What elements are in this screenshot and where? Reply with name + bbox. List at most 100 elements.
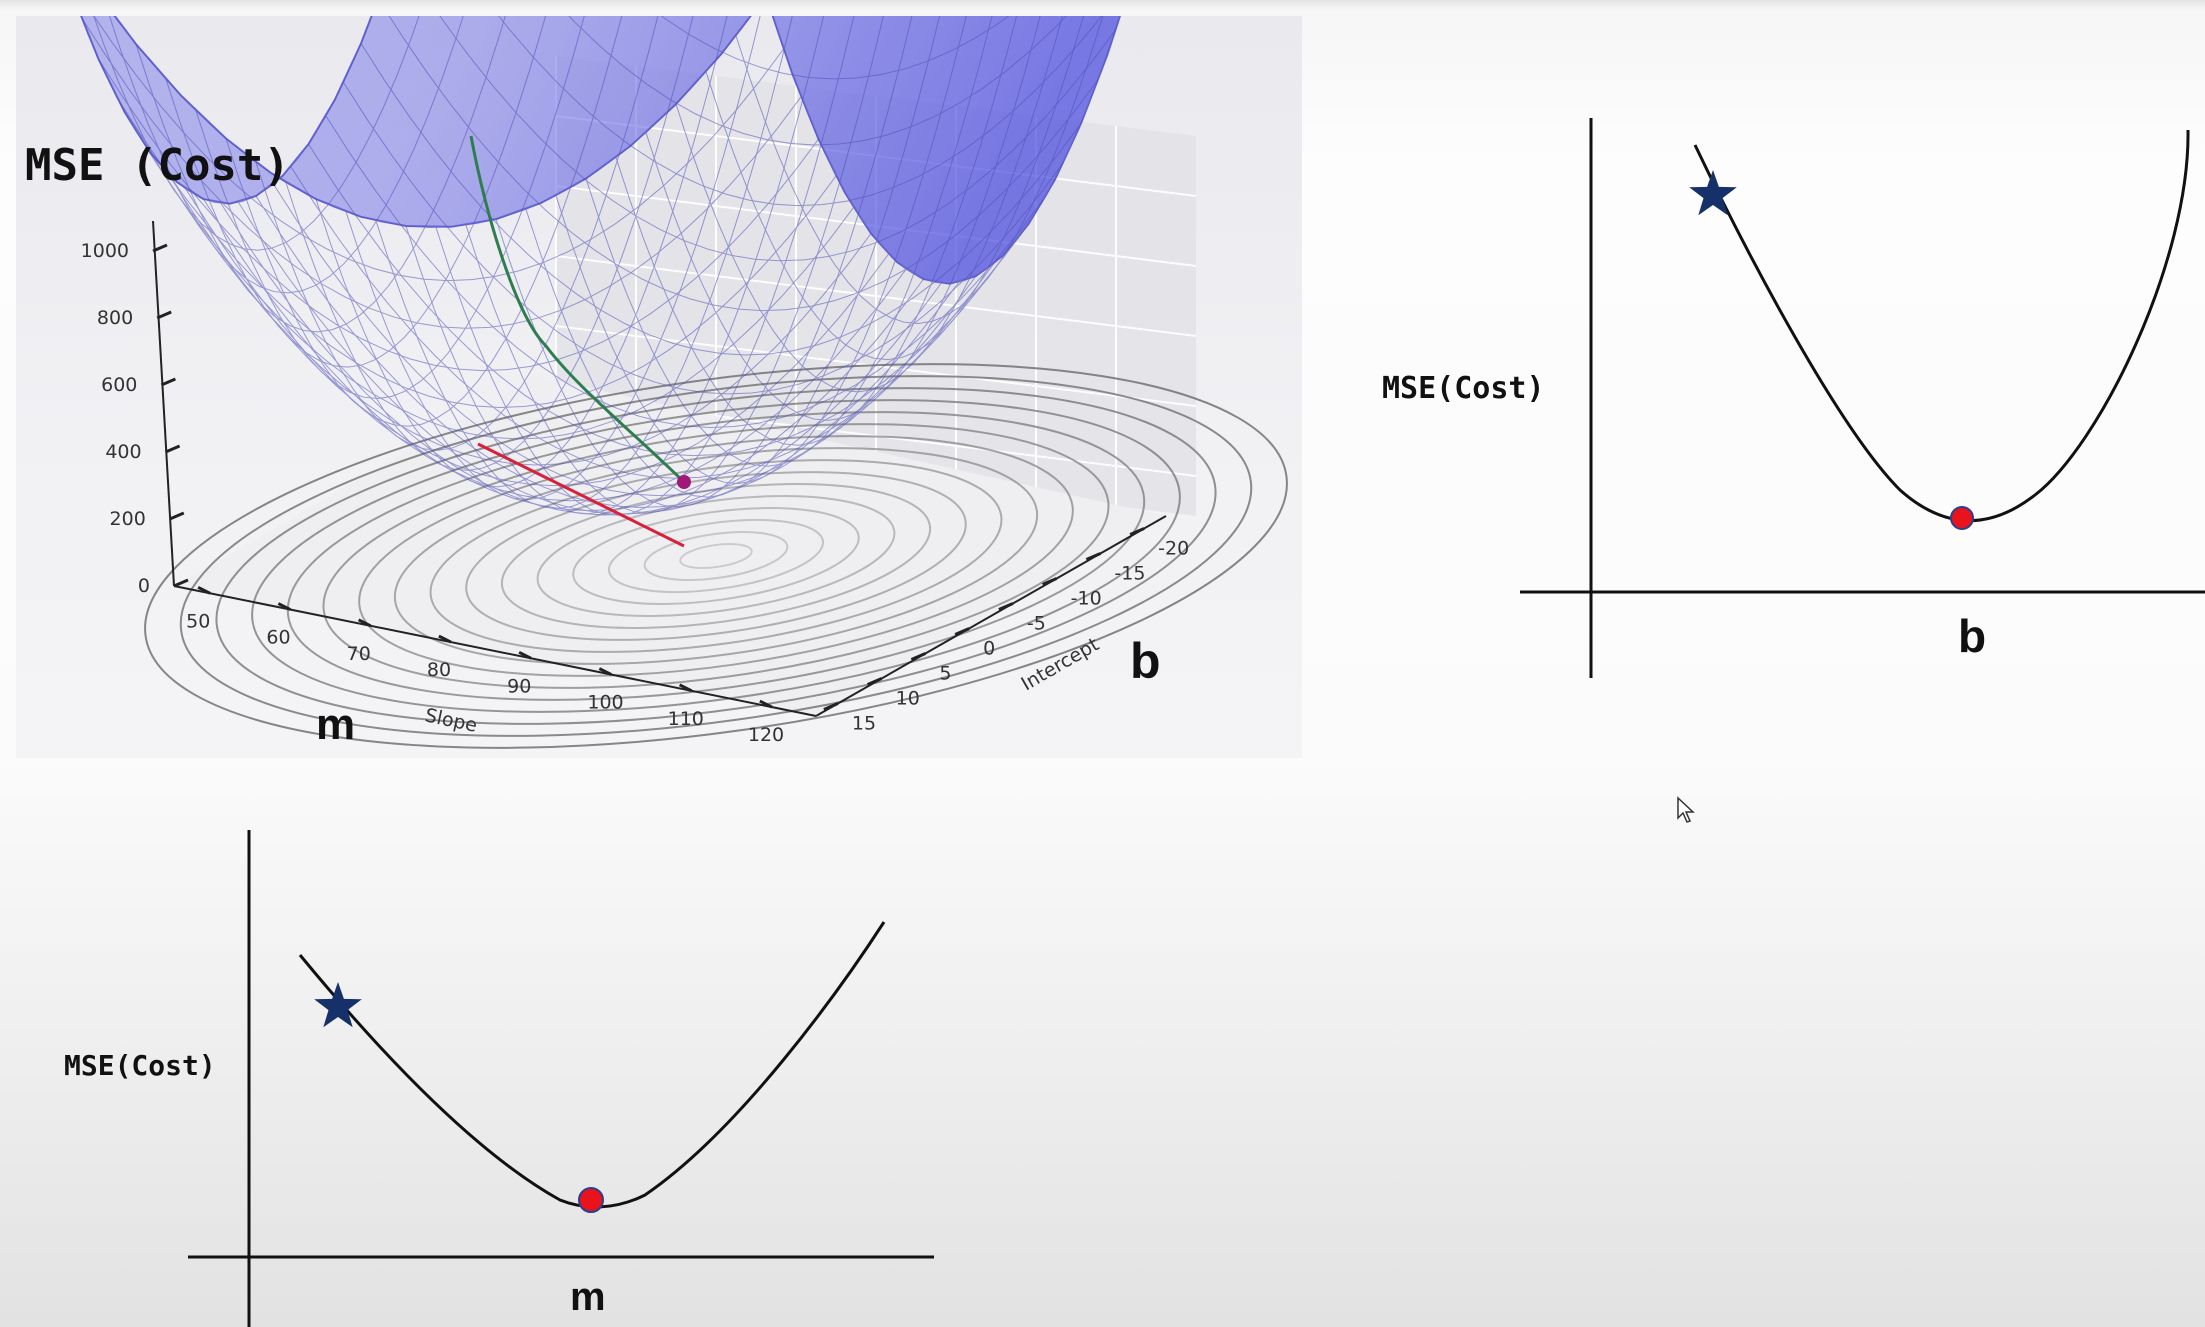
cost-curve: [298, 921, 886, 1209]
y-tick-label: -10: [1071, 588, 1102, 610]
contour-ring: [322, 423, 1110, 689]
x-tick-label: 70: [347, 643, 371, 665]
y-tick-label: 15: [852, 713, 876, 735]
cost-vs-b-svg: MSE(Cost) b: [1382, 118, 2205, 678]
contour-ring: [679, 543, 753, 569]
surface-gridlines: [80, 16, 1121, 516]
y-tick-label: -20: [1158, 538, 1189, 560]
x-tick-mark: [357, 618, 372, 628]
y-tick-mark: [910, 652, 926, 661]
z-tick-label: 200: [110, 508, 146, 530]
z-axis-line: [152, 220, 175, 587]
x-tick-label: 60: [266, 627, 290, 649]
x-tick-label: 80: [427, 659, 451, 681]
cost-curve: [1693, 129, 2190, 523]
contour-ring: [215, 387, 1217, 725]
y-tick-label: 5: [939, 663, 951, 685]
surface-grid-line: [439, 16, 1117, 262]
y-tick-mark: [1085, 552, 1101, 561]
x-tick-label: 50: [186, 610, 210, 632]
cost-surface: [80, 16, 1121, 516]
mouse-pointer-icon: [1677, 796, 1695, 823]
x-tick-mark: [598, 667, 613, 676]
minimum-dot: [1950, 506, 1974, 530]
x-tick-mark: [518, 650, 532, 660]
x-tick-mark: [759, 699, 773, 709]
chart-title: MSE (Cost): [25, 140, 290, 191]
surface-grid-line: [568, 16, 1067, 146]
surface-grid-line: [675, 16, 1063, 393]
contour-ring: [393, 447, 1039, 665]
minimum-marker: [677, 475, 691, 489]
x-tick-label: 100: [587, 692, 623, 714]
cost-vs-m-chart: MSE(Cost) m: [40, 810, 960, 1327]
contour-ring: [179, 375, 1253, 737]
z-tick-label: 400: [105, 441, 141, 463]
y-axis-label: MSE(Cost): [1382, 371, 1545, 406]
floor-plane: [176, 376, 1166, 716]
contour-ring: [607, 519, 825, 593]
x-tick-mark: [197, 585, 211, 595]
x-tick-mark: [678, 683, 693, 693]
y-axis-ticks: -20 -15 -10 -5 0 5 10 15: [823, 527, 1189, 735]
y-tick-mark: [1042, 577, 1058, 586]
z-tick-mark: [156, 310, 172, 320]
z-tick-mark: [160, 377, 176, 387]
x-axis-ticks: 50 60 70 80 90 100 110 120: [186, 585, 784, 746]
z-tick-mark: [173, 578, 189, 588]
y-tick-label: 0: [983, 638, 995, 660]
start-star-icon: [314, 982, 362, 1028]
z-tick-label: 0: [138, 575, 150, 597]
cost-vs-b-chart: MSE(Cost) b: [1370, 100, 2205, 700]
surface-grid-line: [498, 16, 1103, 207]
z-tick-mark: [152, 243, 168, 253]
y-tick-mark: [998, 602, 1014, 611]
contour-ring: [465, 471, 967, 641]
contour-ring: [251, 399, 1181, 713]
z-tick-label: 800: [97, 307, 133, 329]
z-tick-mark: [165, 444, 181, 454]
contour-ring: [536, 495, 896, 617]
contour-ring: [144, 363, 1288, 749]
gradient-descent-path: [469, 135, 686, 484]
y-tick-label: 10: [896, 688, 920, 710]
surface-mesh: [80, 16, 1121, 285]
x-tick-mark: [438, 634, 452, 644]
y-tick-mark: [823, 702, 839, 711]
x-tick-label: 120: [748, 724, 784, 746]
floor-contours: [144, 363, 1288, 749]
contour-ring: [429, 459, 1003, 653]
surface-grid-line: [735, 16, 1104, 325]
x-axis-line: [173, 585, 817, 717]
x-tick-label: 110: [668, 708, 704, 730]
z-tick-label: 1000: [81, 240, 129, 262]
x-axis-label: b: [1958, 610, 1986, 662]
cost-vs-m-svg: MSE(Cost) m: [64, 830, 934, 1327]
y-tick-mark: [867, 677, 883, 686]
z-tick-mark: [169, 511, 185, 521]
z-axis-ticks: 0 200 400 600 800 1000: [81, 240, 189, 597]
minimum-dot: [578, 1187, 604, 1213]
y-tick-label: -5: [1027, 613, 1046, 635]
contour-ring: [286, 411, 1146, 701]
y-tick-label: -15: [1114, 563, 1145, 585]
surface-3d-chart: 0 200 400 600 800 1000 50 60 70 80 90 100 110 120 -2…: [16, 16, 1302, 758]
surface-grid-line: [705, 16, 1084, 361]
contour-ring: [358, 435, 1074, 677]
y-axis-label: MSE(Cost): [64, 1049, 216, 1082]
x-axis-label: m: [570, 1275, 606, 1319]
surface-grid-line: [771, 16, 1121, 285]
contour-ring: [572, 507, 860, 605]
z-tick-label: 600: [101, 374, 137, 396]
y-tick-mark: [1129, 527, 1145, 536]
contour-ring: [643, 531, 789, 581]
start-star-icon: [1689, 170, 1737, 216]
surface-grid-line: [660, 16, 1010, 80]
projection-line: [477, 442, 685, 548]
x-symbol: m: [316, 700, 355, 749]
x-tick-mark: [277, 602, 292, 611]
x-tick-label: 90: [507, 675, 531, 697]
y-tick-mark: [954, 627, 970, 636]
y-symbol: b: [1130, 633, 1161, 689]
